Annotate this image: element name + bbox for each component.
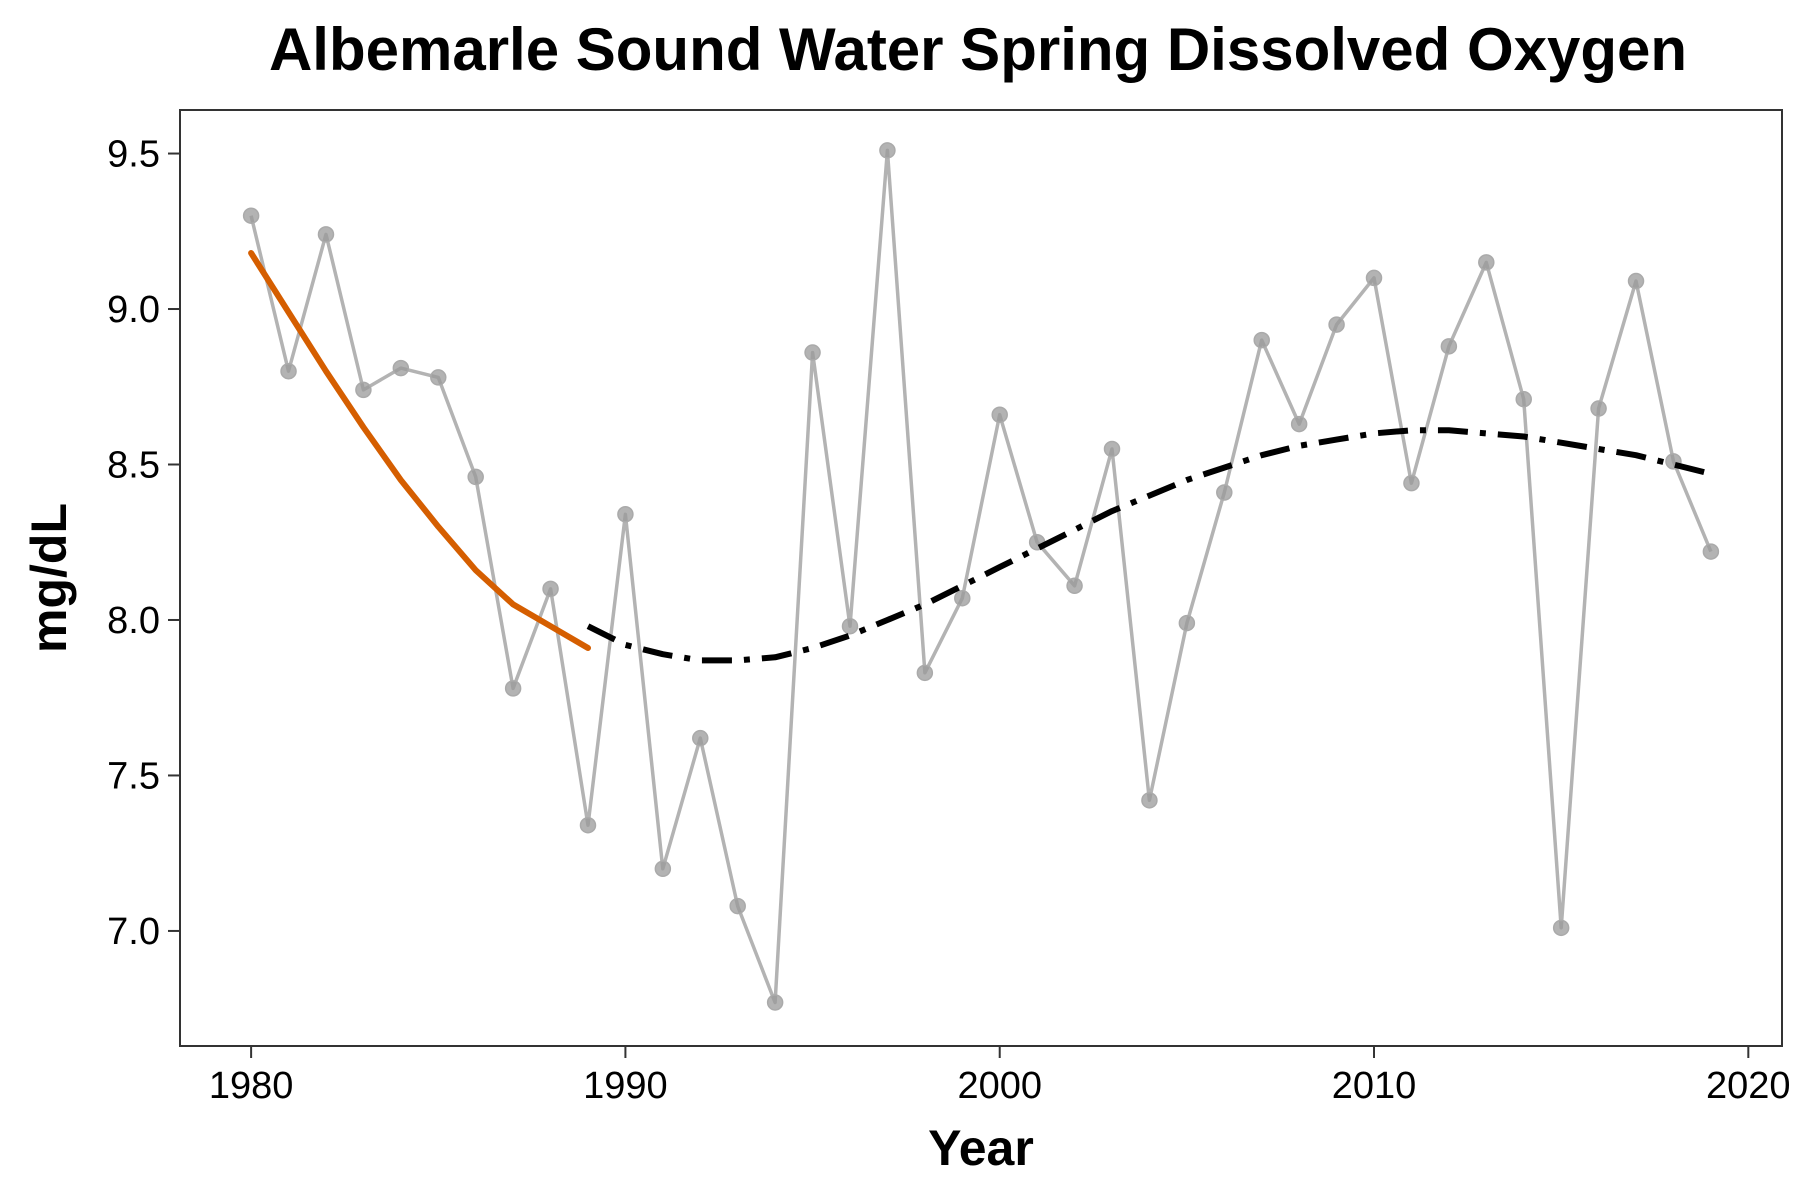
observed-point <box>280 362 297 380</box>
x-tick-label: 2000 <box>957 1065 1042 1107</box>
observed-point <box>1440 338 1458 355</box>
observed-point <box>1066 577 1083 595</box>
y-tick-label: 7.0 <box>107 911 160 953</box>
observed-point <box>1365 269 1383 287</box>
observed-point <box>355 381 372 399</box>
observed-point <box>1627 272 1645 290</box>
observed-point <box>1590 400 1607 417</box>
x-axis: 1980 1990 2000 2010 2020 <box>209 1046 1791 1107</box>
x-tick-label: 2010 <box>1332 1065 1417 1107</box>
observed-point <box>317 226 335 243</box>
y-tick-label: 9.0 <box>107 289 160 331</box>
observed-point <box>954 589 971 607</box>
observed-point <box>579 816 597 834</box>
x-tick-label: 1980 <box>209 1065 294 1107</box>
observed-point <box>841 617 859 635</box>
observed-series-line <box>249 148 1713 1005</box>
observed-point <box>1216 484 1233 501</box>
trend-declining-line <box>248 250 591 651</box>
observed-point <box>654 860 672 878</box>
observed-point <box>804 344 821 361</box>
observed-point <box>1178 614 1196 632</box>
y-tick-label: 8.5 <box>107 444 160 486</box>
observed-point <box>1253 331 1270 349</box>
observed-point <box>617 506 634 523</box>
observed-point <box>1515 390 1532 408</box>
y-tick-label: 9.5 <box>107 134 160 176</box>
observed-point <box>542 580 559 598</box>
observed-point <box>991 406 1008 423</box>
observed-point <box>879 142 896 159</box>
observed-point <box>916 664 934 682</box>
observed-point <box>766 994 784 1011</box>
trend-fit-line <box>586 427 1712 664</box>
y-tick-label: 8.0 <box>107 600 160 642</box>
observed-point <box>242 207 260 224</box>
series-layer <box>242 142 1720 1011</box>
observed-point <box>430 369 447 386</box>
observed-point <box>504 680 522 697</box>
observed-point <box>467 468 484 486</box>
chart-title: Albemarle Sound Water Spring Dissolved O… <box>269 16 1687 83</box>
x-tick-label: 2020 <box>1706 1065 1791 1107</box>
observed-point <box>1702 543 1720 560</box>
y-tick-label: 7.5 <box>107 755 160 797</box>
observed-point <box>1403 474 1420 492</box>
observed-point <box>1328 316 1345 333</box>
y-axis-title: mg/dL <box>21 503 77 653</box>
observed-point <box>1141 792 1158 809</box>
observed-point <box>392 359 410 377</box>
observed-point <box>1103 440 1121 458</box>
observed-point <box>1552 919 1570 937</box>
observed-point <box>729 897 746 915</box>
observed-point <box>1478 254 1495 271</box>
x-axis-title: Year <box>928 1120 1034 1176</box>
observed-point <box>1290 415 1308 433</box>
y-axis: 7.0 7.5 8.0 8.5 9.0 9.5 <box>107 134 180 953</box>
observed-point <box>692 729 709 747</box>
plot-panel <box>179 109 1783 1047</box>
x-tick-label: 1990 <box>583 1065 668 1107</box>
